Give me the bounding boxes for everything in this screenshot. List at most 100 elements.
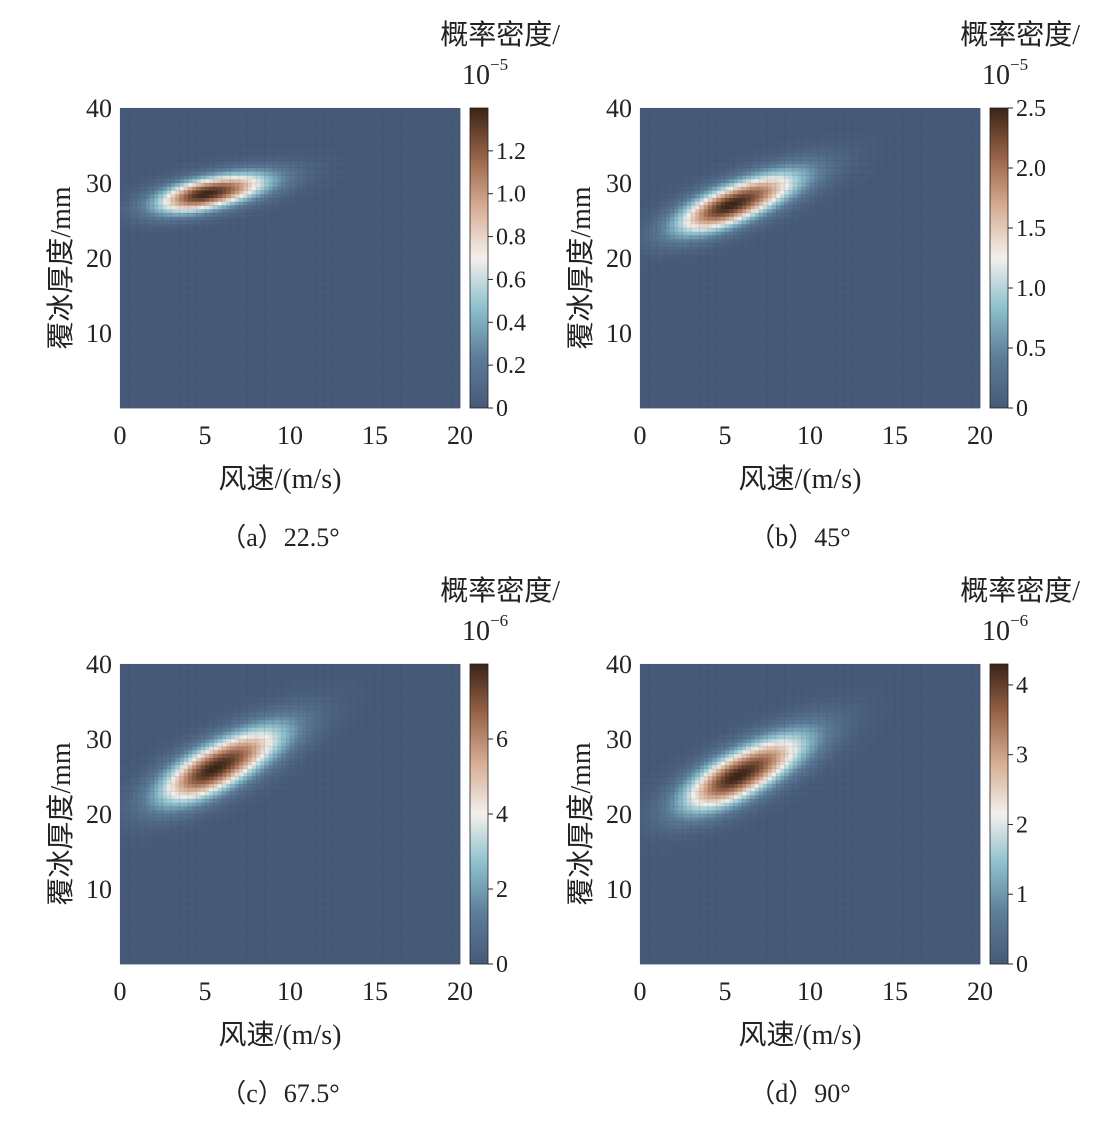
- heatmap-cell: [299, 363, 304, 367]
- heatmap-cell: [248, 161, 253, 165]
- heatmap-cell: [273, 288, 278, 292]
- heatmap-cell: [324, 251, 329, 255]
- heatmap-cell: [137, 228, 142, 232]
- heatmap-cell: [307, 258, 312, 262]
- heatmap-cell: [290, 198, 295, 202]
- heatmap-cell: [137, 311, 142, 315]
- heatmap-cell: [146, 243, 151, 247]
- heatmap-cell: [239, 378, 244, 382]
- heatmap-cell: [248, 393, 253, 397]
- heatmap-cell: [163, 386, 168, 390]
- heatmap-cell: [137, 213, 142, 217]
- heatmap-cell: [256, 288, 261, 292]
- heatmap-cell: [358, 206, 363, 210]
- heatmap-cell: [333, 378, 338, 382]
- heatmap-cell: [222, 131, 227, 135]
- heatmap-cell: [146, 236, 151, 240]
- heatmap-cell: [350, 108, 355, 112]
- heatmap-cell: [214, 123, 219, 127]
- heatmap-cell: [214, 341, 219, 345]
- heatmap-cell: [324, 363, 329, 367]
- heatmap-cell: [231, 161, 236, 165]
- heatmap-cell: [290, 348, 295, 352]
- heatmap-cell: [154, 378, 159, 382]
- heatmap-cell: [214, 273, 219, 277]
- heatmap-cell: [171, 333, 176, 337]
- heatmap-cell: [307, 386, 312, 390]
- heatmap-cell: [120, 221, 125, 225]
- heatmap-cell: [290, 153, 295, 157]
- heatmap-cell: [341, 198, 346, 202]
- heatmap-cell: [154, 206, 159, 210]
- heatmap-cell: [146, 123, 151, 127]
- heatmap-cell: [180, 123, 185, 127]
- heatmap-cell: [256, 386, 261, 390]
- heatmap-cell: [333, 296, 338, 300]
- heatmap-cell: [265, 153, 270, 157]
- heatmap-cell: [222, 333, 227, 337]
- heatmap-cell: [299, 191, 304, 195]
- heatmap-cell: [154, 131, 159, 135]
- heatmap-cell: [358, 153, 363, 157]
- heatmap-cell: [180, 108, 185, 112]
- heatmap-cell: [205, 243, 210, 247]
- heatmap-cell: [154, 311, 159, 315]
- heatmap-cell: [367, 303, 372, 307]
- heatmap-cell: [222, 221, 227, 225]
- heatmap-cell: [367, 168, 372, 172]
- heatmap-cell: [197, 281, 202, 285]
- heatmap-cell: [239, 318, 244, 322]
- heatmap-cell: [120, 266, 125, 270]
- heatmap-cell: [163, 228, 168, 232]
- heatmap-cell: [299, 198, 304, 202]
- heatmap-cell: [188, 168, 193, 172]
- heatmap-cell: [171, 393, 176, 397]
- heatmap-cell: [265, 161, 270, 165]
- heatmap-cell: [307, 378, 312, 382]
- heatmap-cell: [333, 191, 338, 195]
- heatmap-cell: [282, 378, 287, 382]
- heatmap-cell: [214, 131, 219, 135]
- heatmap-cell: [307, 333, 312, 337]
- heatmap-cell: [341, 191, 346, 195]
- heatmap-cell: [146, 273, 151, 277]
- heatmap-cell: [137, 206, 142, 210]
- heatmap-cell: [205, 273, 210, 277]
- heatmap-cell: [120, 326, 125, 330]
- heatmap-cell: [248, 251, 253, 255]
- heatmap-cell: [146, 333, 151, 337]
- heatmap-cell: [324, 221, 329, 225]
- heatmap-cell: [146, 108, 151, 112]
- heatmap-cell: [197, 363, 202, 367]
- heatmap-cell: [256, 191, 261, 195]
- heatmap-cell: [231, 131, 236, 135]
- heatmap-cell: [350, 161, 355, 165]
- heatmap-cell: [239, 348, 244, 352]
- heatmap-cell: [205, 236, 210, 240]
- heatmap-cell: [273, 243, 278, 247]
- heatmap-cell: [171, 258, 176, 262]
- heatmap-cell: [350, 326, 355, 330]
- heatmap-cell: [282, 266, 287, 270]
- heatmap-cell: [265, 266, 270, 270]
- heatmap-cell: [282, 333, 287, 337]
- heatmap-cell: [205, 393, 210, 397]
- heatmap-cell: [222, 386, 227, 390]
- heatmap-cell: [307, 221, 312, 225]
- heatmap-cell: [163, 326, 168, 330]
- heatmap-cell: [180, 288, 185, 292]
- heatmap-cell: [197, 251, 202, 255]
- heatmap-cell: [171, 213, 176, 217]
- heatmap-cell: [137, 191, 142, 195]
- heatmap-cell: [273, 303, 278, 307]
- heatmap-cell: [222, 161, 227, 165]
- heatmap-cell: [163, 333, 168, 337]
- heatmap-cell: [256, 348, 261, 352]
- heatmap-cell: [316, 153, 321, 157]
- heatmap-cell: [358, 221, 363, 225]
- heatmap-cell: [333, 288, 338, 292]
- heatmap-cell: [146, 326, 151, 330]
- heatmap-cell: [129, 116, 134, 120]
- heatmap-cell: [341, 303, 346, 307]
- heatmap-cell: [282, 108, 287, 112]
